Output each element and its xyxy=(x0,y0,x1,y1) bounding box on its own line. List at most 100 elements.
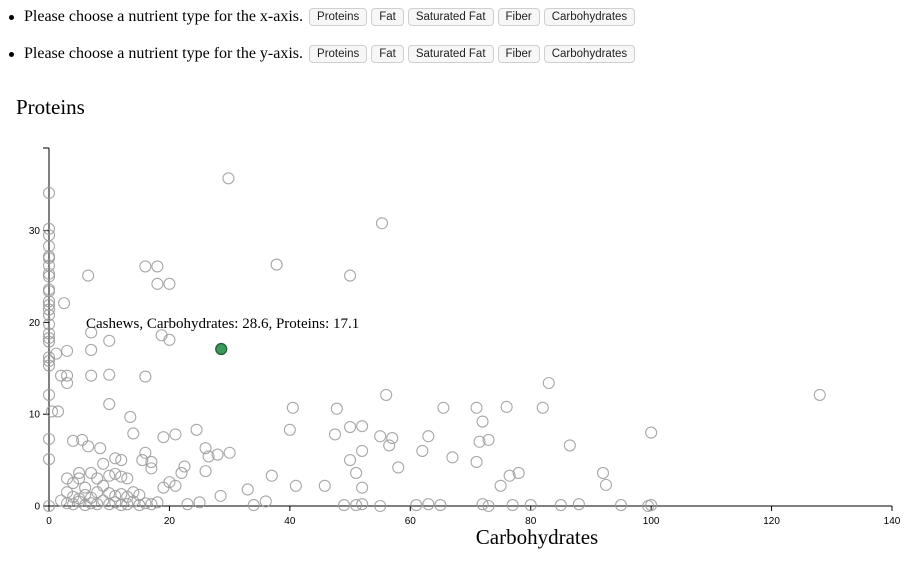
data-point[interactable] xyxy=(67,490,80,503)
data-point[interactable] xyxy=(42,354,56,368)
data-point[interactable] xyxy=(133,488,146,502)
data-point[interactable] xyxy=(596,466,610,480)
data-point[interactable] xyxy=(356,481,369,494)
data-point[interactable] xyxy=(270,258,283,271)
data-point[interactable] xyxy=(42,285,56,298)
data-point[interactable] xyxy=(169,428,182,441)
data-point[interactable] xyxy=(482,433,495,446)
data-point[interactable] xyxy=(181,498,194,511)
data-point[interactable] xyxy=(42,270,56,283)
y-option-carbohydrates-button[interactable]: Carbohydrates xyxy=(543,45,636,63)
data-point[interactable] xyxy=(145,455,158,468)
data-point[interactable] xyxy=(42,309,56,322)
data-point[interactable] xyxy=(139,370,152,383)
data-point[interactable] xyxy=(85,369,98,382)
data-point[interactable] xyxy=(145,462,158,475)
data-point[interactable] xyxy=(42,351,56,364)
data-point[interactable] xyxy=(337,499,351,512)
data-point[interactable] xyxy=(437,401,450,414)
data-point[interactable] xyxy=(45,405,59,418)
data-point[interactable] xyxy=(202,450,215,463)
data-point[interactable] xyxy=(85,343,98,356)
data-point[interactable] xyxy=(265,469,278,482)
data-point[interactable] xyxy=(136,454,149,467)
data-point[interactable] xyxy=(286,401,299,414)
data-point[interactable] xyxy=(318,479,331,492)
data-point[interactable] xyxy=(506,499,519,512)
y-option-proteins-button[interactable]: Proteins xyxy=(309,45,368,63)
data-point[interactable] xyxy=(51,405,65,418)
data-point[interactable] xyxy=(97,457,110,470)
data-point[interactable] xyxy=(416,444,429,457)
data-point[interactable] xyxy=(82,440,95,453)
data-point[interactable] xyxy=(375,217,389,230)
data-point[interactable] xyxy=(42,359,56,372)
data-point[interactable] xyxy=(42,222,56,235)
data-point[interactable] xyxy=(356,444,369,457)
data-point[interactable] xyxy=(109,489,122,502)
data-point[interactable] xyxy=(115,499,128,512)
data-point[interactable] xyxy=(61,344,74,357)
data-point[interactable] xyxy=(85,491,98,504)
data-point[interactable] xyxy=(82,269,95,282)
data-point[interactable] xyxy=(500,400,513,413)
data-point[interactable] xyxy=(350,499,363,512)
data-point[interactable] xyxy=(350,466,363,480)
data-point[interactable] xyxy=(386,432,399,445)
data-point[interactable] xyxy=(344,454,357,467)
data-point[interactable] xyxy=(42,499,56,513)
data-point[interactable] xyxy=(410,499,423,512)
data-point[interactable] xyxy=(473,435,486,448)
data-point[interactable] xyxy=(79,499,92,512)
data-point[interactable] xyxy=(542,376,555,390)
data-point[interactable] xyxy=(124,410,137,424)
data-point[interactable] xyxy=(42,252,56,265)
data-point[interactable] xyxy=(572,498,585,511)
data-point[interactable] xyxy=(289,479,302,492)
data-point[interactable] xyxy=(374,499,387,513)
data-point[interactable] xyxy=(127,486,140,499)
data-point[interactable] xyxy=(190,423,203,436)
data-point[interactable] xyxy=(175,466,188,480)
data-point[interactable] xyxy=(563,439,576,452)
data-point[interactable] xyxy=(67,477,80,490)
data-point[interactable] xyxy=(434,499,447,512)
data-point[interactable] xyxy=(61,369,74,382)
data-point[interactable] xyxy=(42,303,56,316)
data-point[interactable] xyxy=(512,466,525,480)
data-point[interactable] xyxy=(42,327,56,340)
data-point[interactable] xyxy=(42,453,56,466)
data-point[interactable] xyxy=(42,331,56,345)
data-point[interactable] xyxy=(103,498,116,511)
data-point[interactable] xyxy=(151,277,164,290)
data-point[interactable] xyxy=(91,472,104,485)
data-point[interactable] xyxy=(614,499,628,512)
data-point[interactable] xyxy=(422,430,435,443)
data-point[interactable] xyxy=(645,499,658,512)
data-point[interactable] xyxy=(133,499,146,512)
data-point[interactable] xyxy=(73,472,86,485)
data-point[interactable] xyxy=(199,465,212,478)
data-point[interactable] xyxy=(380,388,393,401)
data-point[interactable] xyxy=(470,401,483,414)
data-point[interactable] xyxy=(199,442,212,455)
data-point[interactable] xyxy=(446,451,459,464)
x-option-proteins-button[interactable]: Proteins xyxy=(309,8,368,26)
data-point[interactable] xyxy=(392,461,405,474)
data-point[interactable] xyxy=(67,434,80,447)
data-point[interactable] xyxy=(169,479,182,492)
data-point[interactable] xyxy=(67,498,80,511)
data-point[interactable] xyxy=(76,433,89,446)
data-point[interactable] xyxy=(103,368,116,381)
data-point[interactable] xyxy=(211,448,224,461)
data-point[interactable] xyxy=(178,460,191,473)
data-point[interactable] xyxy=(103,334,116,347)
data-point[interactable] xyxy=(422,498,435,511)
data-point[interactable] xyxy=(374,430,387,443)
x-option-fat-button[interactable]: Fat xyxy=(371,8,404,26)
data-point[interactable] xyxy=(79,488,92,502)
data-point[interactable] xyxy=(127,495,140,508)
data-point[interactable] xyxy=(42,298,56,312)
data-point[interactable] xyxy=(91,498,104,511)
x-option-fiber-button[interactable]: Fiber xyxy=(497,8,540,26)
